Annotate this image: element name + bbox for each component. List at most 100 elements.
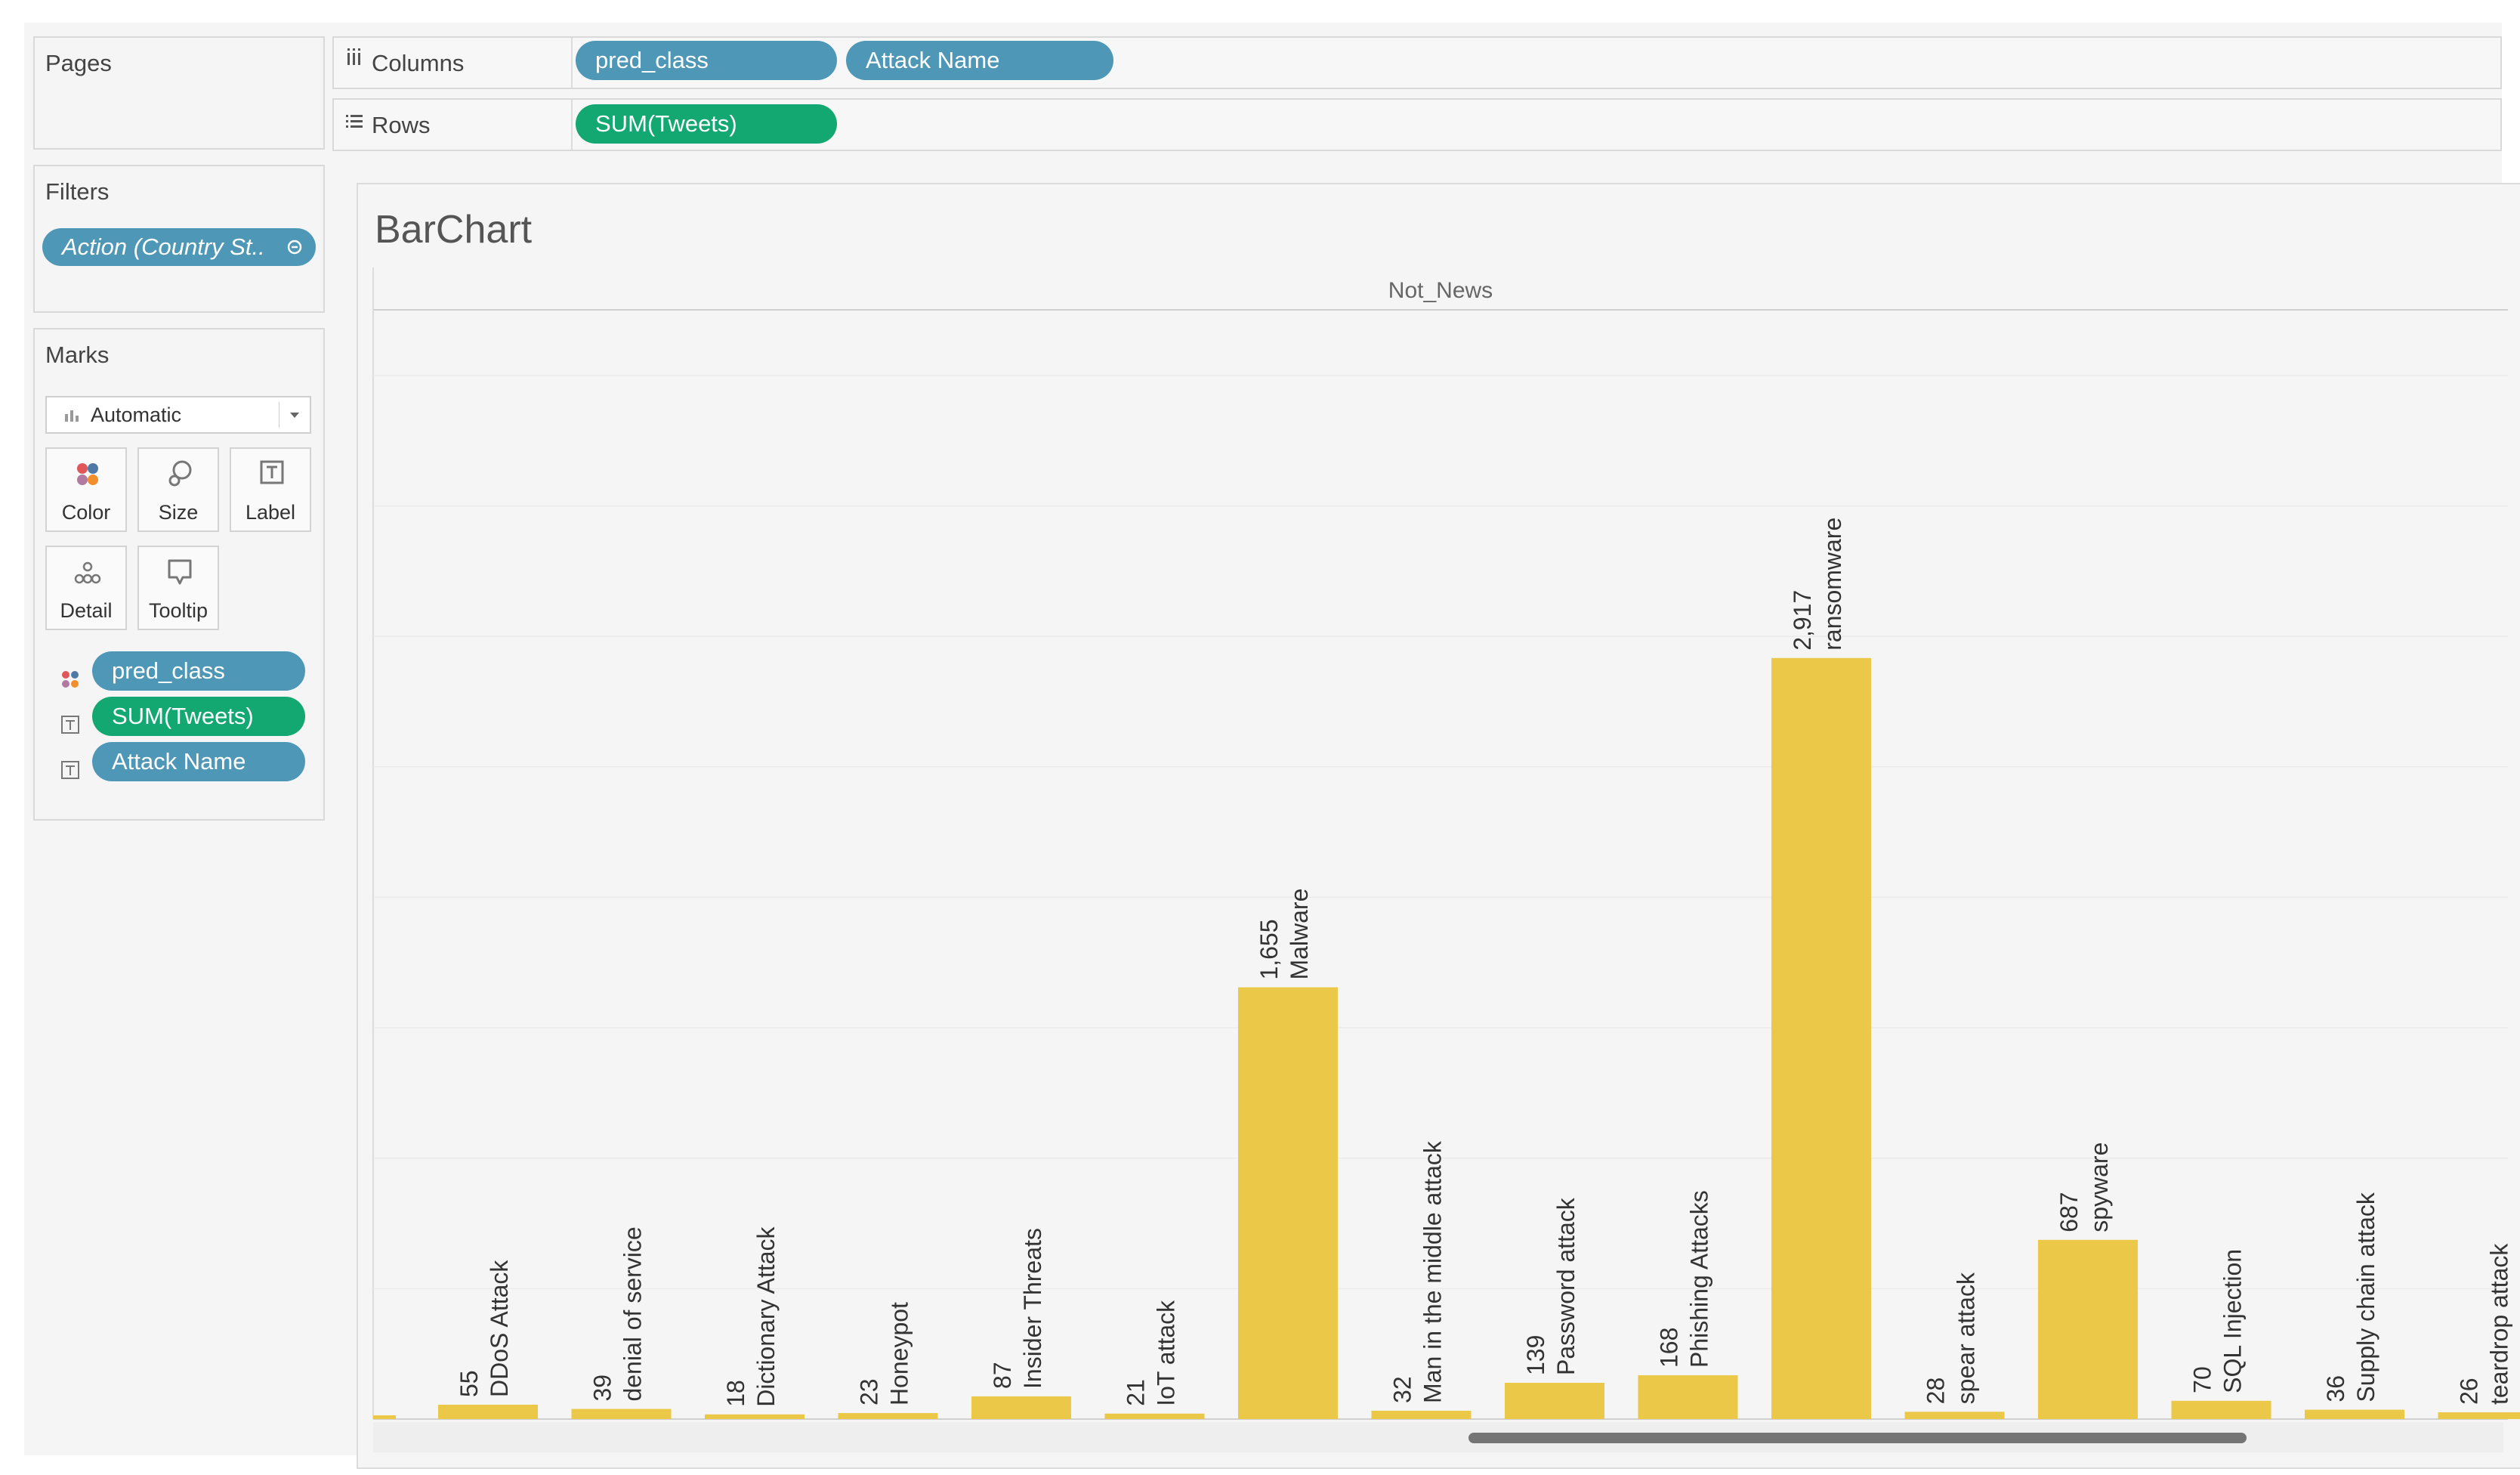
pages-title: Pages <box>45 50 112 76</box>
value-label-spear-attack: 28 <box>1922 1378 1950 1405</box>
color-button-label: Color <box>61 501 111 524</box>
value-label-sql-injection: 70 <box>2189 1366 2216 1393</box>
marks-field-attack-name[interactable]: Attack Name <box>92 742 305 781</box>
bar-phishing-attacks[interactable] <box>1638 1375 1738 1419</box>
value-label-ddos-attack: 55 <box>456 1370 483 1397</box>
chevron-down-icon <box>290 413 299 418</box>
value-label-man-in-the-middle-attack: 32 <box>1389 1376 1416 1403</box>
category-label-supply-chain-attack: Supply chain attack <box>2352 1192 2379 1402</box>
sheet-title: BarChart <box>375 208 533 252</box>
category-label-malware: Malware <box>1286 889 1313 980</box>
value-label-iot-attack: 21 <box>1123 1379 1150 1406</box>
value-label-teardrop-attack: 26 <box>2456 1378 2483 1405</box>
filters-title: Filters <box>45 178 110 205</box>
tooltip-icon <box>168 559 192 585</box>
category-label-iot-attack: IoT attack <box>1153 1300 1180 1406</box>
value-label-denial-of-service: 39 <box>589 1375 616 1402</box>
row-pill-label: SUM(Tweets) <box>595 110 737 137</box>
color-button[interactable]: Color <box>45 447 127 532</box>
marks-field-label: SUM(Tweets) <box>112 703 254 729</box>
bar-ransomware[interactable] <box>1771 657 1871 1419</box>
panel-header-label: Not_News <box>1388 278 1493 303</box>
bar-supply-chain-attack[interactable] <box>2305 1409 2404 1419</box>
detail-dots-icon <box>74 561 101 584</box>
bar-dictionary-attack[interactable] <box>705 1414 804 1419</box>
value-label-phishing-attacks: 168 <box>1656 1328 1683 1368</box>
mark-type-dropdown[interactable]: Automatic <box>45 396 311 434</box>
bar-honeypot[interactable] <box>838 1413 938 1419</box>
column-pill-attack-name[interactable]: Attack Name <box>846 41 1113 80</box>
bar-password-attack[interactable] <box>1505 1383 1604 1419</box>
link-icon <box>287 240 302 255</box>
value-label-ransomware: 2,917 <box>1789 590 1816 651</box>
marks-field-label: Attack Name <box>112 748 246 775</box>
category-label-password-attack: Password attack <box>1552 1197 1580 1375</box>
bar-insider-threats[interactable] <box>971 1396 1071 1419</box>
bar-partial[interactable] <box>373 1415 396 1419</box>
column-pill-label: Attack Name <box>866 47 1000 73</box>
bar-teardrop-attack[interactable] <box>2438 1412 2520 1419</box>
value-label-insider-threats: 87 <box>989 1362 1016 1389</box>
category-label-phishing-attacks: Phishing Attacks <box>1686 1190 1713 1368</box>
category-label-ddos-attack: DDoS Attack <box>486 1260 513 1397</box>
text-label-icon <box>61 716 79 734</box>
detail-button-label: Detail <box>60 599 113 622</box>
bar-malware[interactable] <box>1238 987 1338 1419</box>
bar-spear-attack[interactable] <box>1904 1412 2005 1419</box>
size-button[interactable]: Size <box>137 447 219 532</box>
rows-label: Rows <box>372 112 431 138</box>
category-label-honeypot: Honeypot <box>886 1302 913 1405</box>
size-button-label: Size <box>158 501 199 524</box>
value-label-spyware: 687 <box>2055 1192 2083 1232</box>
bar-iot-attack[interactable] <box>1104 1413 1205 1419</box>
value-label-dictionary-attack: 18 <box>722 1380 749 1407</box>
columns-icon <box>347 48 360 65</box>
filter-pill-label: Action (Country St.. <box>62 233 265 260</box>
value-label-honeypot: 23 <box>856 1378 883 1405</box>
column-pill-pred-class[interactable]: pred_class <box>576 41 837 80</box>
category-label-dictionary-attack: Dictionary Attack <box>752 1226 780 1406</box>
filter-pill-action[interactable]: Action (Country St.. <box>42 228 316 266</box>
shelf-divider <box>571 38 573 88</box>
marks-field-label: pred_class <box>112 657 225 684</box>
pages-card: Pages <box>33 36 325 150</box>
label-button-label: Label <box>245 501 296 524</box>
value-label-malware: 1,655 <box>1255 919 1283 979</box>
color-dots-icon <box>62 671 79 688</box>
filters-card: Filters Action (Country St.. <box>33 165 325 313</box>
bar-man-in-the-middle-attack[interactable] <box>1371 1410 1472 1419</box>
bar-sql-injection[interactable] <box>2171 1400 2271 1419</box>
bar-ddos-attack[interactable] <box>438 1405 538 1419</box>
tooltip-button[interactable]: Tooltip <box>137 546 219 630</box>
marks-field-sum-tweets[interactable]: SUM(Tweets) <box>92 697 305 736</box>
bar-denial-of-service[interactable] <box>571 1409 672 1419</box>
row-pill-sum-tweets[interactable]: SUM(Tweets) <box>576 104 837 144</box>
columns-label: Columns <box>372 50 465 76</box>
mark-type-label: Automatic <box>91 404 182 426</box>
column-pill-label: pred_class <box>595 47 709 73</box>
shelf-divider <box>571 100 573 150</box>
bar-chart: Not_News 55 DDoS Attack 39 denial of servic… <box>372 267 2520 1420</box>
color-dots-icon <box>77 463 98 485</box>
tooltip-button-label: Tooltip <box>148 599 208 622</box>
category-label-spear-attack: spear attack <box>1953 1272 1980 1404</box>
category-label-denial-of-service: denial of service <box>619 1226 647 1401</box>
value-label-password-attack: 139 <box>1522 1335 1549 1375</box>
category-label-ransomware: ransomware <box>1819 518 1846 651</box>
label-button[interactable]: Label <box>230 447 311 532</box>
detail-button[interactable]: Detail <box>45 546 127 630</box>
category-label-sql-injection: SQL Injection <box>2219 1249 2247 1393</box>
size-icon <box>168 460 192 487</box>
category-label-man-in-the-middle-attack: Man in the middle attack <box>1419 1140 1447 1403</box>
category-label-teardrop-attack: teardrop attack <box>2486 1243 2513 1405</box>
rows-icon <box>346 115 363 128</box>
category-label-spyware: spyware <box>2086 1143 2113 1232</box>
bar-spyware[interactable] <box>2038 1239 2138 1419</box>
workspace: Pages Filters Action (Country St.. Marks… <box>24 23 2520 1469</box>
horizontal-scrollbar-thumb[interactable] <box>1468 1433 2247 1443</box>
value-label-supply-chain-attack: 36 <box>2322 1375 2349 1402</box>
bar-chart-icon <box>65 410 79 422</box>
marks-title: Marks <box>45 342 110 368</box>
marks-field-pred-class[interactable]: pred_class <box>92 651 305 691</box>
category-label-insider-threats: Insider Threats <box>1019 1228 1046 1389</box>
